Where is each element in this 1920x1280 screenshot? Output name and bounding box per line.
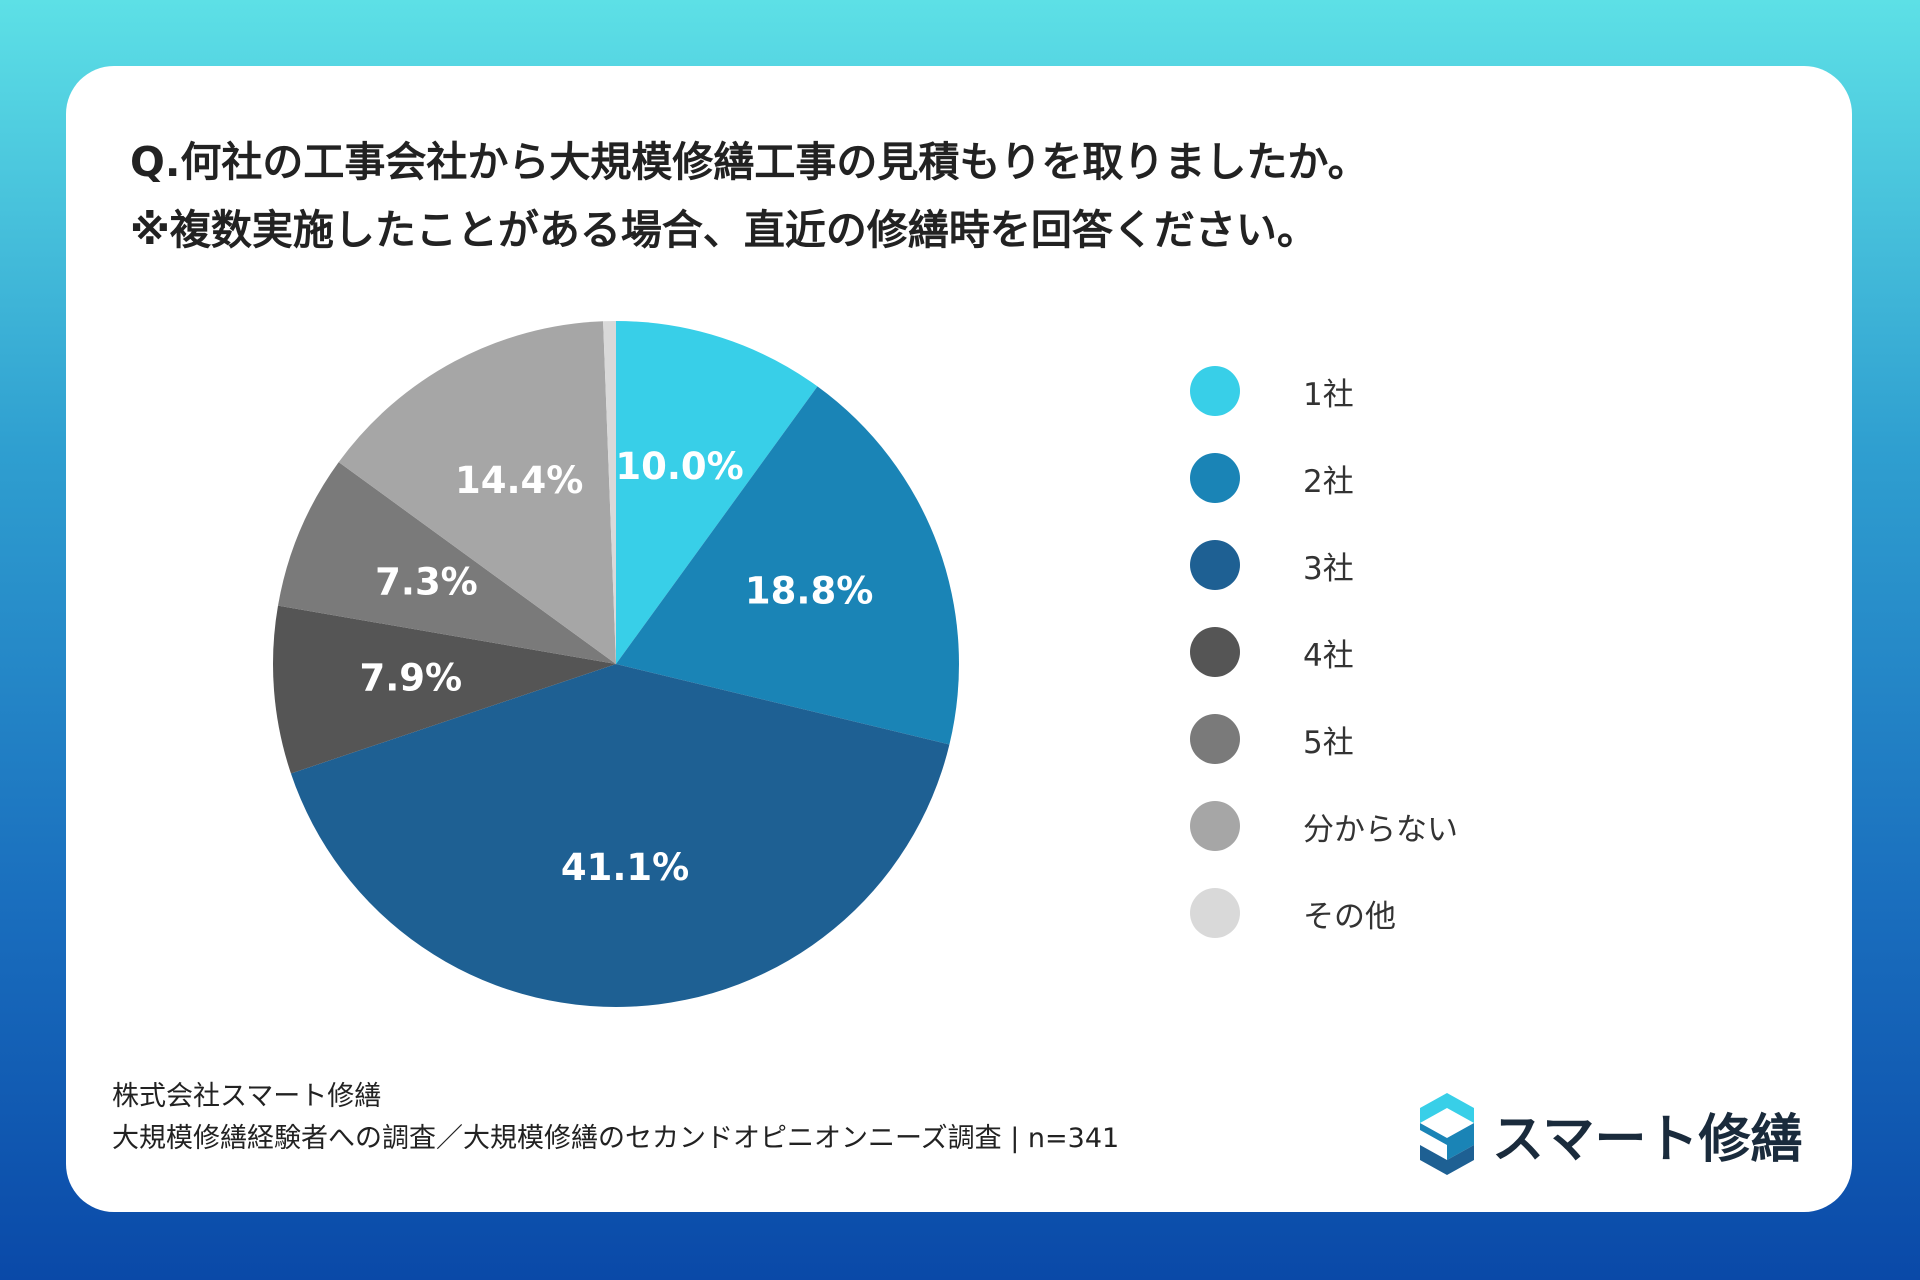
legend-swatch [1190,453,1240,503]
footer-company: 株式会社スマート修繕 [112,1081,382,1112]
legend-item-1: 1社 [1190,366,1590,416]
brand-logo: スマート修繕 [1416,1084,1802,1184]
pie-slice-5 [278,462,616,664]
footer-survey: 大規模修繕経験者への調査／大規模修繕のセカンドオピニオンニーズ調査 | n=34… [112,1123,1120,1154]
pie-slice-6 [338,321,616,664]
slice-label-5: 7.3% [375,560,478,603]
legend-item-4: 4社 [1190,627,1590,677]
legend-label: 分からない [1303,811,1458,848]
s-logo-icon [1420,1093,1474,1175]
pie-slice-2 [616,386,959,745]
legend-swatch [1190,627,1240,677]
footer-source: 株式会社スマート修繕 大規模修繕経験者への調査／大規模修繕のセカンドオピニオンニ… [112,1076,1119,1160]
logo-text: スマート修繕 [1492,1109,1803,1170]
legend-label: 2社 [1303,463,1354,500]
legend-item-6: 分からない [1190,801,1590,851]
legend-item-7: その他 [1190,888,1590,938]
title-line-1: Q.何社の工事会社から大規模修繕工事の見積もりを取りましたか。 [130,138,1369,186]
slice-label-6: 14.4% [455,459,583,502]
slice-label-4: 7.9% [359,656,462,699]
chart-title: Q.何社の工事会社から大規模修繕工事の見積もりを取りましたか。 ※複数実施したこ… [130,128,1369,264]
legend-swatch [1190,888,1240,938]
legend-item-5: 5社 [1190,714,1590,764]
slice-label-3: 41.1% [561,846,689,889]
legend-swatch [1190,801,1240,851]
legend-item-3: 3社 [1190,540,1590,590]
legend-label: 3社 [1303,550,1354,587]
pie-slice-7 [603,321,616,664]
title-line-2: ※複数実施したことがある場合、直近の修繕時を回答ください。 [130,206,1318,254]
legend-swatch [1190,540,1240,590]
pie-slice-4 [273,605,616,774]
slice-label-1: 10.0% [615,445,743,488]
legend-label: 5社 [1303,724,1354,761]
legend-label: その他 [1303,898,1396,935]
legend-label: 4社 [1303,637,1354,674]
pie-chart: 10.0% 18.8% 41.1% 7.9% 7.3% 14.4% [273,321,959,1008]
slice-label-2: 18.8% [745,569,873,612]
legend-label: 1社 [1303,376,1354,413]
legend-swatch [1190,366,1240,416]
legend-item-2: 2社 [1190,453,1590,503]
legend-swatch [1190,714,1240,764]
pie-slice-1 [616,321,818,664]
chart-card: Q.何社の工事会社から大規模修繕工事の見積もりを取りましたか。 ※複数実施したこ… [66,66,1852,1212]
pie-slice-3 [290,664,950,1008]
